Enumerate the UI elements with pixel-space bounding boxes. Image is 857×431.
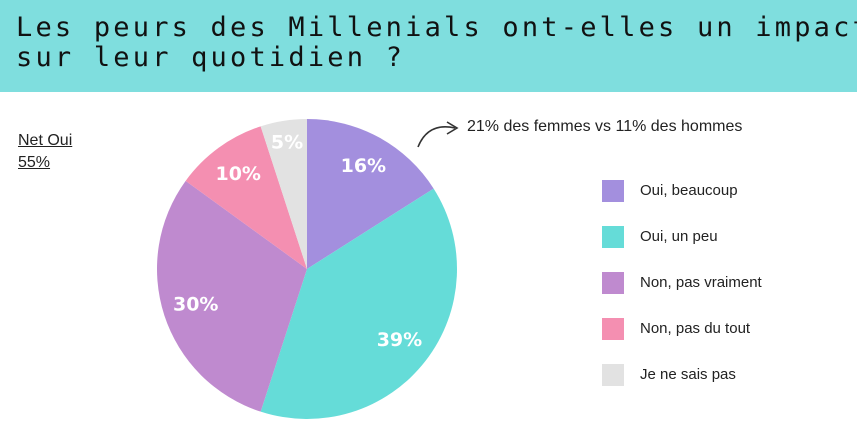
- slice-label-3: 30%: [173, 294, 218, 316]
- legend-item-1: Oui, beaucoup: [602, 178, 842, 204]
- legend-swatch: [602, 226, 624, 248]
- legend-label: Je ne sais pas: [640, 366, 736, 383]
- legend-swatch: [602, 180, 624, 202]
- legend-label: Oui, un peu: [640, 228, 718, 245]
- slice-label-5: 5%: [271, 132, 303, 154]
- pie-slice-3: [156, 180, 307, 412]
- legend-label: Oui, beaucoup: [640, 182, 738, 199]
- slice-label-1: 16%: [341, 155, 386, 177]
- legend-swatch: [602, 272, 624, 294]
- annotation-arrow-icon: [417, 121, 459, 148]
- legend-swatch: [602, 364, 624, 386]
- net-oui-summary: Net Oui 55%: [18, 130, 72, 174]
- legend-swatch: [602, 318, 624, 340]
- chart-title-line-1: Les peurs des Millenials ont-elles un im…: [16, 12, 857, 43]
- legend-item-5: Je ne sais pas: [602, 362, 842, 388]
- chart-title-line-2: sur leur quotidien ?: [16, 42, 406, 73]
- chart-annotation: 21% des femmes vs 11% des hommes: [467, 118, 743, 135]
- pie-slice-1: [307, 119, 434, 269]
- legend-item-2: Oui, un peu: [602, 224, 842, 250]
- pie-slice-5: [260, 119, 307, 269]
- slice-label-4: 10%: [215, 163, 260, 185]
- pie-slice-4: [185, 126, 307, 269]
- pie-slice-2: [260, 188, 458, 419]
- slice-label-2: 39%: [377, 329, 422, 351]
- net-oui-label: Net Oui: [18, 132, 73, 149]
- legend-label: Non, pas vraiment: [640, 274, 762, 291]
- legend-item-4: Non, pas du tout: [602, 316, 842, 342]
- legend-label: Non, pas du tout: [640, 320, 751, 337]
- title-banner: Les peurs des Millenials ont-elles un im…: [0, 0, 857, 92]
- pie-slices: [156, 119, 458, 419]
- net-oui-value: 55%: [18, 154, 51, 171]
- pie-slice-labels: 16% 39% 30% 10% 5%: [173, 132, 422, 352]
- legend-item-3: Non, pas vraiment: [602, 270, 842, 296]
